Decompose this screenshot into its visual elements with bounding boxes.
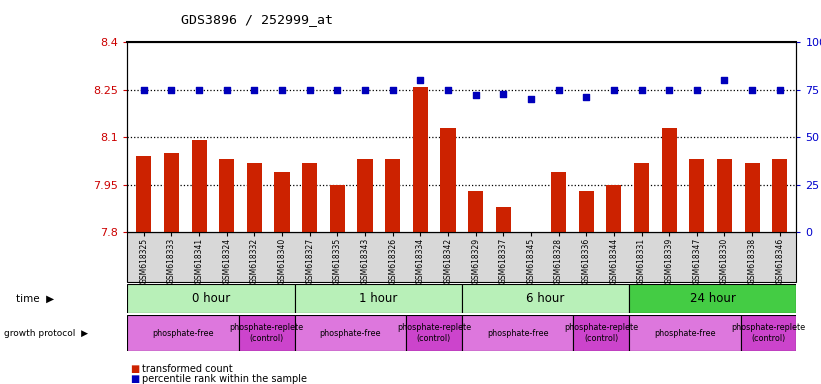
Text: phosphate-replete
(control): phosphate-replete (control) (230, 323, 304, 343)
Bar (440, 128, 456, 232)
Bar (191, 141, 207, 232)
Text: phosphate-free: phosphate-free (152, 329, 213, 338)
Bar (127, 284, 295, 313)
Bar (717, 159, 732, 232)
Bar (239, 315, 295, 351)
Point (552, 87, 565, 93)
Point (303, 87, 316, 93)
Text: time  ▶: time ▶ (16, 293, 54, 304)
Bar (127, 315, 239, 351)
Text: phosphate-free: phosphate-free (319, 329, 381, 338)
Text: 24 hour: 24 hour (690, 292, 736, 305)
Bar (385, 159, 401, 232)
Bar (357, 159, 373, 232)
Bar (629, 315, 741, 351)
Bar (164, 153, 179, 232)
Point (608, 87, 621, 93)
Bar (330, 185, 345, 232)
Point (525, 96, 538, 103)
Text: 0 hour: 0 hour (192, 292, 230, 305)
Bar (136, 156, 151, 232)
Point (248, 87, 261, 93)
Bar (219, 159, 235, 232)
Bar (689, 159, 704, 232)
Text: GDS3896 / 252999_at: GDS3896 / 252999_at (181, 13, 333, 26)
Bar (461, 315, 573, 351)
Point (276, 87, 289, 93)
Bar (295, 315, 406, 351)
Bar (274, 172, 290, 232)
Bar (551, 172, 566, 232)
Text: ■: ■ (130, 374, 139, 384)
Bar (247, 163, 262, 232)
Bar (413, 87, 428, 232)
Point (745, 87, 759, 93)
Point (773, 87, 787, 93)
Bar (741, 315, 796, 351)
Bar (662, 128, 677, 232)
Point (690, 87, 704, 93)
Point (663, 87, 676, 93)
Bar (573, 315, 629, 351)
Bar (295, 284, 461, 313)
Point (386, 87, 399, 93)
Bar (745, 163, 759, 232)
Bar (773, 159, 787, 232)
Point (220, 87, 233, 93)
Point (497, 91, 510, 97)
Text: growth protocol  ▶: growth protocol ▶ (4, 329, 88, 338)
Text: 6 hour: 6 hour (526, 292, 565, 305)
Point (442, 87, 455, 93)
Point (718, 77, 731, 83)
Text: phosphate-replete
(control): phosphate-replete (control) (564, 323, 638, 343)
Point (193, 87, 206, 93)
Point (580, 94, 593, 101)
Point (359, 87, 372, 93)
Point (165, 87, 178, 93)
Bar (406, 315, 461, 351)
Bar (629, 284, 796, 313)
Text: ■: ■ (130, 364, 139, 374)
Bar (496, 207, 511, 232)
Text: transformed count: transformed count (142, 364, 233, 374)
Bar (302, 163, 318, 232)
Point (137, 87, 150, 93)
Text: percentile rank within the sample: percentile rank within the sample (142, 374, 307, 384)
Point (469, 93, 482, 99)
Point (414, 77, 427, 83)
Bar (579, 191, 594, 232)
Bar (606, 185, 621, 232)
Bar (461, 284, 629, 313)
Bar (468, 191, 484, 232)
Text: 1 hour: 1 hour (359, 292, 397, 305)
Bar (634, 163, 649, 232)
Text: phosphate-free: phosphate-free (654, 329, 716, 338)
Point (331, 87, 344, 93)
Text: phosphate-replete
(control): phosphate-replete (control) (732, 323, 805, 343)
Text: phosphate-replete
(control): phosphate-replete (control) (397, 323, 471, 343)
Point (635, 87, 648, 93)
Text: phosphate-free: phosphate-free (487, 329, 548, 338)
